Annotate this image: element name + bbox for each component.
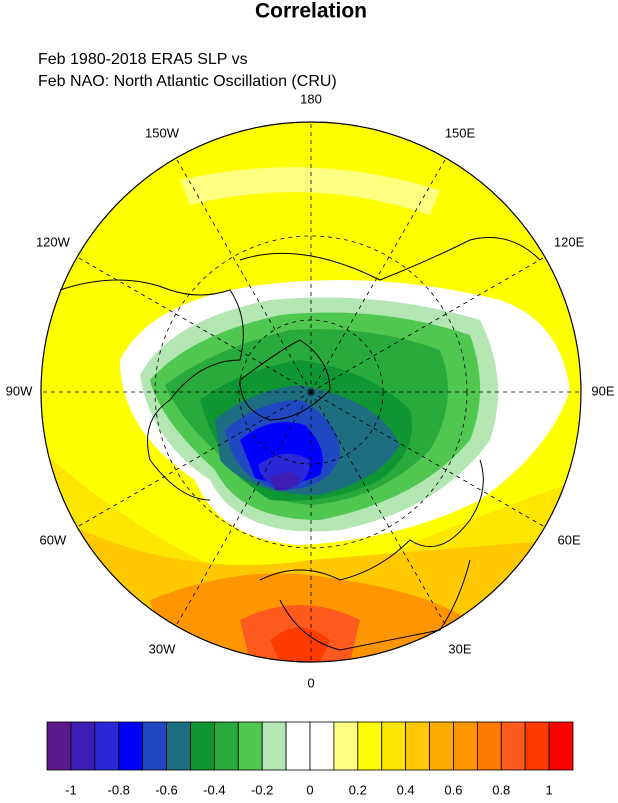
colorbar-box xyxy=(405,721,430,771)
meridian-line xyxy=(310,256,546,393)
longitude-label: 0 xyxy=(307,675,314,690)
colorbar-box xyxy=(548,721,574,771)
map-border xyxy=(40,121,582,663)
colorbar-box xyxy=(500,721,526,771)
colorbar-box xyxy=(309,721,335,771)
colorbar-box xyxy=(285,721,311,771)
colorbar-box xyxy=(70,721,96,771)
colorbar-box xyxy=(357,721,383,771)
colorbar-label: -0.6 xyxy=(155,782,177,797)
longitude-label: 120W xyxy=(36,234,71,249)
colorbar-box xyxy=(453,721,478,771)
colorbar-label: 0.6 xyxy=(444,782,462,797)
colorbar-box xyxy=(476,721,502,771)
meridian-line xyxy=(76,391,312,528)
colorbar-label: 0.8 xyxy=(492,782,510,797)
colorbar-box xyxy=(142,721,167,771)
longitude-label: 60W xyxy=(40,532,67,547)
colorbar-label: 0 xyxy=(306,782,313,797)
colorbar-box xyxy=(429,721,454,771)
colorbar-box xyxy=(213,721,239,771)
colorbar-box xyxy=(333,721,359,771)
longitude-label: 120E xyxy=(554,234,585,249)
coastlines xyxy=(59,237,541,651)
title: Correlation xyxy=(255,0,367,23)
colorbar-box xyxy=(237,721,263,771)
meridian-line xyxy=(175,157,312,393)
longitude-label: 150E xyxy=(445,125,476,140)
colorbar-label: 0.4 xyxy=(397,782,415,797)
colorbar-label: 0.2 xyxy=(349,782,367,797)
colorbar-box xyxy=(94,721,120,771)
longitude-label: 60E xyxy=(558,532,581,547)
colorbar-box xyxy=(261,721,287,771)
colorbar-label: -0.2 xyxy=(251,782,273,797)
colorbar-box xyxy=(166,721,191,771)
longitude-label: 90E xyxy=(591,383,614,398)
longitude-label: 180 xyxy=(300,91,322,106)
meridian-line xyxy=(175,391,312,627)
longitude-label: 150W xyxy=(145,125,180,140)
colorbar-box xyxy=(524,721,550,771)
subtitle: Feb NAO: North Atlantic Oscillation (CRU… xyxy=(38,73,337,90)
colorbar-label: -0.8 xyxy=(108,782,130,797)
colorbar-label: -0.4 xyxy=(203,782,225,797)
map-field xyxy=(41,122,581,662)
subtitle: Feb 1980-2018 ERA5 SLP vs xyxy=(38,51,248,68)
longitude-label: 30W xyxy=(149,642,176,657)
colorbar-label: -1 xyxy=(65,782,77,797)
colorbar-label: 1 xyxy=(545,782,552,797)
longitude-label: 30E xyxy=(448,642,471,657)
meridian-line xyxy=(310,391,546,528)
colorbar-box xyxy=(118,721,144,771)
meridian-line xyxy=(76,256,312,393)
longitude-label: 90W xyxy=(6,383,33,398)
colorbar-box xyxy=(190,721,215,771)
meridian-line xyxy=(310,157,447,393)
colorbar-box xyxy=(46,721,72,771)
meridian-line xyxy=(310,391,447,627)
colorbar-box xyxy=(381,721,407,771)
